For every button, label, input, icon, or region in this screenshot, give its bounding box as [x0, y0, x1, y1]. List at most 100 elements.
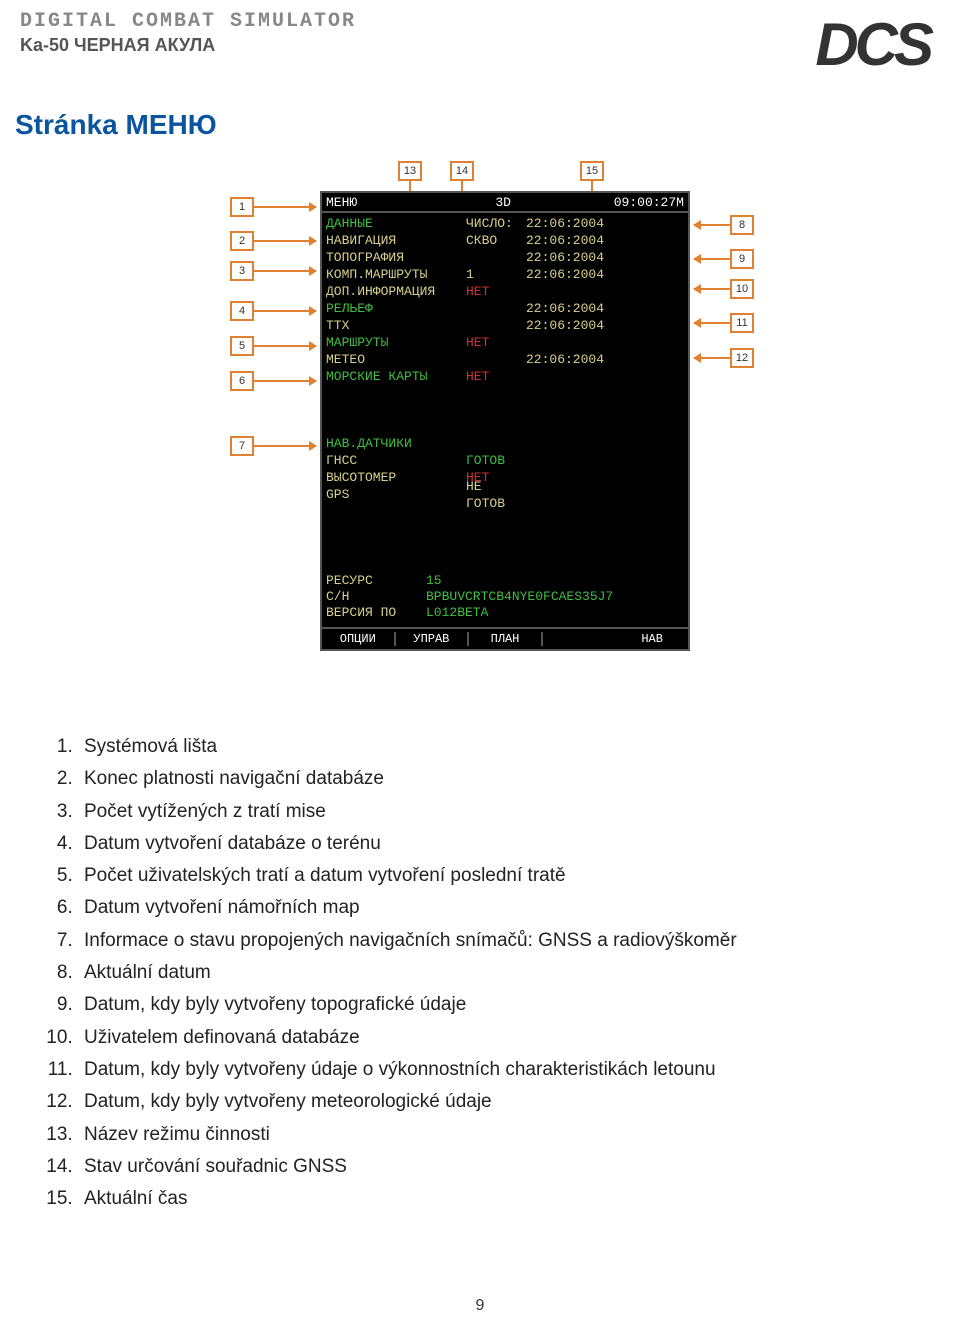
mfd-lower-val: BPBUVCRTCB4NYE0FCAES35J7	[426, 589, 613, 605]
legend-item: Název režimu činnosti	[78, 1119, 960, 1151]
mfd-topbar: МЕНЮ 3D 09:00:27M	[322, 193, 688, 213]
mfd-row-mid: НЕТ	[466, 368, 526, 385]
mfd-row-val: 22:06:2004	[526, 215, 684, 232]
legend-item: Datum, kdy byly vytvořeny údaje o výkonn…	[78, 1054, 960, 1086]
mfd-row-label: ТТХ	[326, 317, 466, 334]
callout-2-arrow	[254, 240, 316, 242]
callout-10-arrow	[694, 288, 730, 290]
mfd-body: ДАННЫЕЧИСЛО:22:06:2004НАВИГАЦИЯСКВО22:06…	[322, 213, 688, 505]
mfd-row-val: 22:06:2004	[526, 232, 684, 249]
mfd-sensor-status: ГОТОВ	[466, 452, 526, 469]
mfd-sensor-label: GPS	[326, 486, 466, 503]
mfd-row-val: 22:06:2004	[526, 249, 684, 266]
callout-8-arrow	[694, 224, 730, 226]
legend-item: Aktuální čas	[78, 1183, 960, 1215]
callout-6: 6	[230, 371, 254, 391]
mfd-row: ДАННЫЕЧИСЛО:22:06:2004	[326, 215, 684, 232]
legend-item: Datum vytvoření databáze o terénu	[78, 828, 960, 860]
mfd-screen: МЕНЮ 3D 09:00:27M ДАННЫЕЧИСЛО:22:06:2004…	[320, 191, 690, 651]
callout-6-arrow	[254, 380, 316, 382]
mfd-sensor-label: ВЫСОТОМЕР	[326, 469, 466, 486]
legend-item: Datum, kdy byly vytvořeny meteorologické…	[78, 1086, 960, 1118]
mfd-bottom-button[interactable]: ПЛАН	[469, 632, 543, 646]
callout-12-arrow	[694, 357, 730, 359]
callout-7-arrow	[254, 445, 316, 447]
mfd-sensors-title: НАВ.ДАТЧИКИ	[326, 435, 684, 452]
callout-3-arrow	[254, 270, 316, 272]
callout-2: 2	[230, 231, 254, 251]
mfd-sensor-label: ГНСС	[326, 452, 466, 469]
callout-9-arrow	[694, 258, 730, 260]
mfd-row-label: РЕЛЬЕФ	[326, 300, 466, 317]
legend-item: Uživatelem definovaná databáze	[78, 1022, 960, 1054]
mfd-row-val: 22:06:2004	[526, 266, 684, 283]
mfd-row-mid: НЕТ	[466, 283, 526, 300]
legend-item: Systémová lišta	[78, 731, 960, 763]
mfd-row-label: МАРШРУТЫ	[326, 334, 466, 351]
mfd-bottombar: ОПЦИИУПРАВПЛАН НАВ	[322, 627, 688, 649]
mfd-row-val: 22:06:2004	[526, 351, 684, 368]
legend-item: Datum vytvoření námořních map	[78, 892, 960, 924]
callout-5-arrow	[254, 345, 316, 347]
mfd-bottom-button[interactable]: УПРАВ	[396, 632, 470, 646]
mfd-lower-val: L012BETA	[426, 605, 488, 621]
mfd-bottom-button[interactable]: ОПЦИИ	[322, 632, 396, 646]
mfd-row-label: ТОПОГРАФИЯ	[326, 249, 466, 266]
callout-12: 12	[730, 348, 754, 368]
callout-5: 5	[230, 336, 254, 356]
mfd-row: ТОПОГРАФИЯ 22:06:2004	[326, 249, 684, 266]
dcs-title-line1: DIGITAL COMBAT SIMULATOR	[20, 10, 356, 33]
callout-11: 11	[730, 313, 754, 333]
callout-4: 4	[230, 301, 254, 321]
mfd-bottom-button[interactable]: НАВ	[616, 632, 688, 646]
mfd-row-label: МОРСКИЕ КАРТЫ	[326, 368, 466, 385]
mfd-row-mid: СКВО	[466, 232, 526, 249]
mfd-lower: РЕСУРС15С/НBPBUVCRTCB4NYE0FCAES35J7ВЕРСИ…	[326, 573, 684, 621]
callout-1-arrow	[254, 206, 316, 208]
callout-9: 9	[730, 249, 754, 269]
mfd-row-mid: НЕТ	[466, 334, 526, 351]
mfd-sensors-title-text: НАВ.ДАТЧИКИ	[326, 435, 412, 452]
mfd-row-mid: 1	[466, 266, 526, 283]
mfd-row: МАРШРУТЫНЕТ	[326, 334, 684, 351]
mfd-row: КОМП.МАРШРУТЫ122:06:2004	[326, 266, 684, 283]
callout-14: 14	[450, 161, 474, 181]
mfd-lower-row: РЕСУРС15	[326, 573, 684, 589]
callout-13: 13	[398, 161, 422, 181]
mfd-row-label: ДАННЫЕ	[326, 215, 466, 232]
legend-item: Informace o stavu propojených navigačníc…	[78, 925, 960, 957]
mfd-row-val: 22:06:2004	[526, 317, 684, 334]
dcs-title-line2: Ka-50 ЧЕРНАЯ АКУЛА	[20, 35, 356, 56]
mfd-lower-row: С/НBPBUVCRTCB4NYE0FCAES35J7	[326, 589, 684, 605]
callout-10: 10	[730, 279, 754, 299]
legend-item: Konec platnosti navigační databáze	[78, 763, 960, 795]
page-number: 9	[476, 1297, 485, 1315]
mfd-row-label: ДОП.ИНФОРМАЦИЯ	[326, 283, 466, 300]
mfd-lower-label: С/Н	[326, 589, 426, 605]
callout-4-arrow	[254, 310, 316, 312]
dcs-logo: DCS	[815, 10, 930, 79]
legend-item: Počet vytížených z tratí mise	[78, 796, 960, 828]
mfd-row-label: МЕТЕО	[326, 351, 466, 368]
mfd-row: ТТХ 22:06:2004	[326, 317, 684, 334]
legend-item: Datum, kdy byly vytvořeny topografické ú…	[78, 989, 960, 1021]
callout-3: 3	[230, 261, 254, 281]
diagram: 13 14 15 1 2 3 4 5 6 7 8 9 10 11 12 МЕНЮ…	[130, 161, 830, 701]
mfd-row: МОРСКИЕ КАРТЫНЕТ	[326, 368, 684, 385]
mfd-top-mid: 3D	[443, 195, 564, 210]
legend-item: Počet uživatelských tratí a datum vytvoř…	[78, 860, 960, 892]
mfd-row: ДОП.ИНФОРМАЦИЯНЕТ	[326, 283, 684, 300]
mfd-lower-label: ВЕРСИЯ ПО	[326, 605, 426, 621]
mfd-top-right: 09:00:27M	[564, 195, 688, 210]
mfd-sensor-row: ГНССГОТОВ	[326, 452, 684, 469]
mfd-row: НАВИГАЦИЯСКВО22:06:2004	[326, 232, 684, 249]
mfd-row-val: 22:06:2004	[526, 300, 684, 317]
mfd-row-label: НАВИГАЦИЯ	[326, 232, 466, 249]
mfd-sensor-status: НЕ ГОТОВ	[466, 478, 526, 512]
legend: Systémová lištaKonec platnosti navigační…	[50, 731, 960, 1215]
legend-item: Aktuální datum	[78, 957, 960, 989]
page-title: Stránka МЕНЮ	[15, 109, 960, 141]
legend-list: Systémová lištaKonec platnosti navigační…	[50, 731, 960, 1215]
mfd-row-label: КОМП.МАРШРУТЫ	[326, 266, 466, 283]
doc-header: DIGITAL COMBAT SIMULATOR Ka-50 ЧЕРНАЯ АК…	[0, 0, 960, 79]
